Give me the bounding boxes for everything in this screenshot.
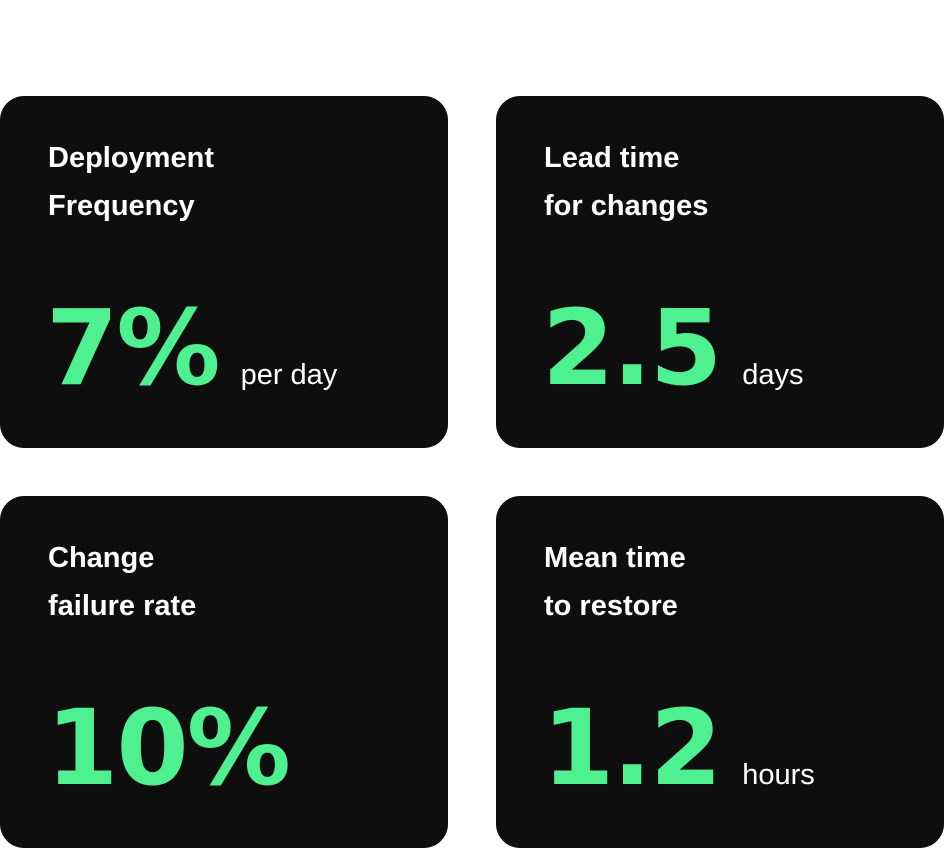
title-line: Mean time (544, 542, 686, 574)
title-line: failure rate (48, 590, 197, 622)
title-line: for changes (544, 190, 709, 222)
title-line: Change (48, 542, 155, 574)
metric-card-mean-time-to-restore: Mean time to restore 1.2 hours (496, 496, 944, 848)
metric-card-change-failure-rate: Change failure rate 10% (0, 496, 448, 848)
metric-card-lead-time: Lead time for changes 2.5 days (496, 96, 944, 448)
metric-value-row: 1.2 hours (542, 696, 815, 800)
metric-value-row: 2.5 days (542, 296, 804, 400)
metric-unit: hours (742, 759, 815, 791)
title-line: Frequency (48, 190, 195, 222)
metric-unit: days (742, 359, 804, 391)
metric-title: Mean time to restore (544, 534, 904, 630)
metric-value: 7% (46, 287, 221, 409)
metric-title: Lead time for changes (544, 134, 904, 230)
metric-value: 1.2 (542, 687, 722, 809)
title-line: Deployment (48, 142, 214, 174)
metric-value: 10% (46, 687, 291, 809)
title-line: Lead time (544, 142, 680, 174)
metric-value: 2.5 (542, 287, 722, 409)
metric-value-row: 7% per day (46, 296, 337, 400)
title-line: to restore (544, 590, 678, 622)
metric-title: Deployment Frequency (48, 134, 408, 230)
metric-unit: per day (240, 359, 338, 391)
metric-card-deployment-frequency: Deployment Frequency 7% per day (0, 96, 448, 448)
metric-title: Change failure rate (48, 534, 408, 630)
metric-value-row: 10% (46, 687, 291, 809)
